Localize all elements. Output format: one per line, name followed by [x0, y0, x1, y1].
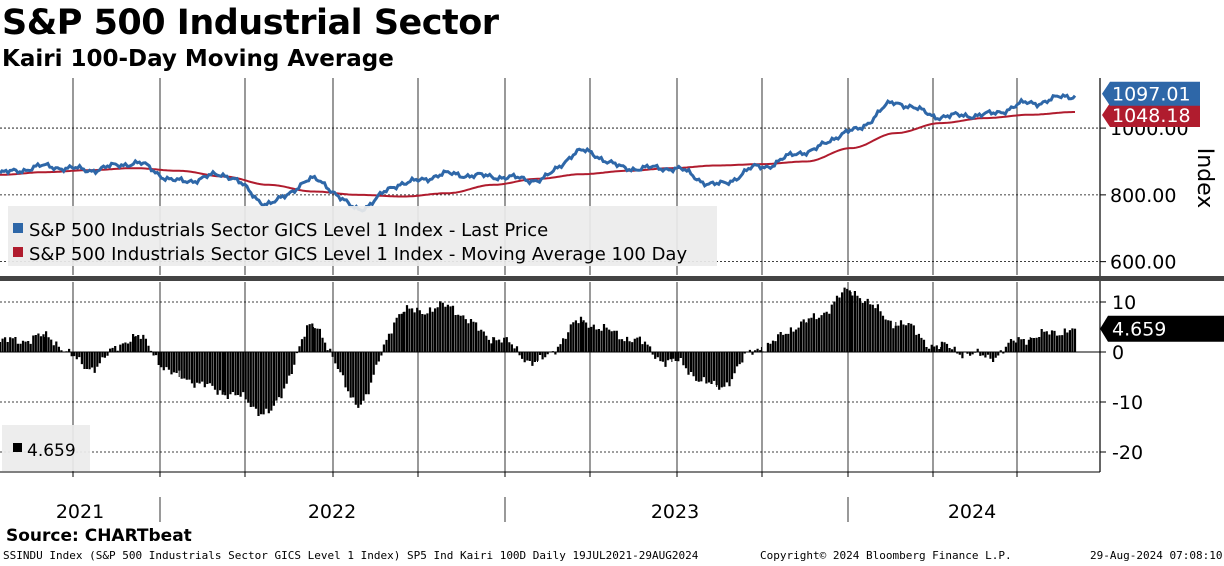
- kairi-bar-0: [0, 342, 1, 352]
- price-value-tag: 1097.01: [1112, 84, 1191, 106]
- ma-series-line: [0, 111, 1075, 198]
- y-tick-label-bottom-1: 0: [1112, 342, 1124, 364]
- price-legend-label: S&P 500 Industrials Sector GICS Level 1 …: [29, 220, 548, 241]
- chart-title: S&P 500 Industrial Sector: [2, 3, 499, 43]
- y-tick-label-bottom-3: -20: [1112, 442, 1143, 464]
- grid-layer: [0, 78, 1100, 472]
- chart-subtitle: Kairi 100-Day Moving Average: [2, 46, 394, 72]
- price-legend-swatch: [13, 223, 23, 233]
- kairi-bar-9: [402, 312, 404, 352]
- kairi-bar-13: [581, 322, 583, 352]
- source-label: Source: CHARTbeat: [6, 526, 192, 546]
- price-value-tag-bg: [1102, 81, 1200, 106]
- kairi-bar-22: [984, 352, 986, 357]
- kairi-bar-23: [1029, 337, 1031, 352]
- kairi-value-tag-bg: [1100, 315, 1224, 342]
- kairi-bar-6: [268, 352, 270, 412]
- kairi-bar-17: [760, 347, 762, 352]
- y-axis-title: Index: [1192, 148, 1217, 209]
- ma-value-tag-bg: [1102, 102, 1200, 127]
- kairi-bar-14: [626, 337, 628, 352]
- kairi-bar-15: [671, 352, 673, 362]
- kairi-bar-16: [716, 352, 718, 387]
- footer-copyright: Copyright© 2024 Bloomberg Finance L.P.: [760, 549, 1012, 562]
- kairi-bar-5: [223, 352, 225, 392]
- x-year-label-3: 2024: [948, 501, 996, 523]
- ma-value-tag: 1048.18: [1112, 105, 1191, 127]
- y-tick-label-bottom-0: 10: [1112, 292, 1136, 314]
- kairi-bar-7: [313, 327, 315, 352]
- kairi-bar-21: [940, 347, 942, 352]
- kairi-bar-12: [537, 352, 538, 362]
- kairi-bar-24: [1074, 328, 1076, 352]
- kairi-bar-19: [850, 292, 852, 352]
- kairi-bar-20: [895, 322, 897, 352]
- y-tick-label-top-1: 800.00: [1110, 185, 1176, 207]
- x-year-label-2: 2023: [651, 501, 699, 523]
- price-legend-box: [8, 206, 717, 266]
- ma-legend-label: S&P 500 Industrials Sector GICS Level 1 …: [29, 244, 687, 265]
- ma-legend-swatch: [13, 247, 23, 257]
- kairi-bar-3: [133, 337, 135, 352]
- price-panel: [0, 92, 1077, 213]
- kairi-value-tag: 4.659: [1112, 319, 1166, 341]
- kairi-legend-swatch: [13, 443, 22, 452]
- kairi-bar-18: [805, 322, 807, 352]
- footer-timestamp: 29-Aug-2024 07:08:10: [1090, 549, 1223, 562]
- y-tick-label-bottom-2: -10: [1112, 392, 1143, 414]
- price-legend: S&P 500 Industrials Sector GICS Level 1 …: [8, 206, 717, 266]
- kairi-bar-8: [357, 352, 359, 402]
- kairi-panel: [0, 287, 1100, 416]
- kairi-legend: 4.659: [2, 425, 90, 471]
- kairi-bar-2: [89, 352, 91, 367]
- kairi-bar-4: [178, 352, 180, 377]
- x-year-label-1: 2022: [308, 501, 356, 523]
- y-tick-label-top-0: 600.00: [1110, 252, 1176, 274]
- kairi-bar-11: [492, 337, 494, 352]
- footer-description: SSINDU Index (S&P 500 Industrials Sector…: [3, 549, 699, 562]
- x-year-label-0: 2021: [56, 501, 104, 523]
- price-series-line: [0, 92, 1077, 213]
- kairi-bar-1: [44, 337, 46, 352]
- kairi-legend-label: 4.659: [27, 441, 76, 461]
- panel-separator: [0, 276, 1224, 281]
- kairi-bar-10: [447, 307, 449, 352]
